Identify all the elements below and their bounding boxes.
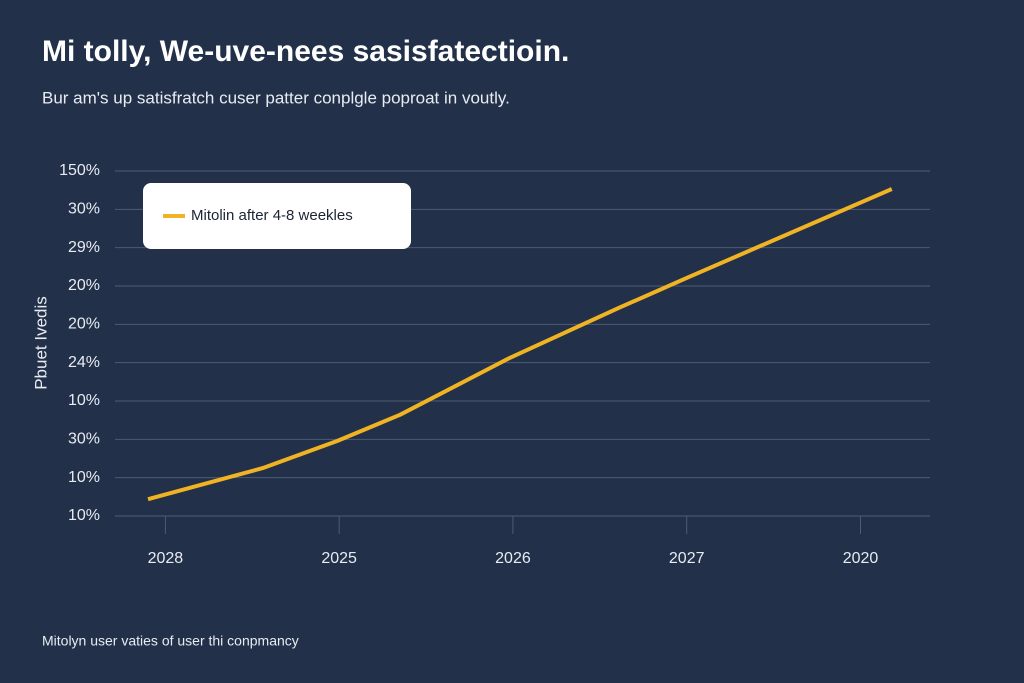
y-tick-label: 30% bbox=[68, 201, 100, 218]
x-tick-label: 2027 bbox=[669, 550, 705, 567]
y-tick-label: 10% bbox=[68, 469, 100, 486]
chart-title: Mi tolly, We-uve-nees sasisfatectioin. bbox=[42, 35, 569, 68]
data-line bbox=[147, 187, 893, 502]
y-tick-label: 10% bbox=[68, 507, 100, 524]
y-tick-label: 30% bbox=[68, 431, 100, 448]
y-tick-label: 20% bbox=[68, 316, 100, 333]
chart-subtitle: Bur am's up satisfratch cuser patter con… bbox=[42, 88, 510, 107]
y-tick-label: 150% bbox=[59, 162, 100, 179]
y-tick-label: 24% bbox=[68, 354, 100, 371]
x-tick-label: 2025 bbox=[321, 550, 357, 567]
x-tick-label: 2020 bbox=[843, 550, 879, 567]
footer: Mitolyn user vaties of user thi conpmanc… bbox=[42, 633, 299, 649]
legend-label: Mitolin after 4-8 weekles bbox=[191, 207, 353, 224]
legend-box bbox=[143, 183, 411, 249]
y-tick-label: 10% bbox=[68, 392, 100, 409]
x-tick-label: 2026 bbox=[495, 550, 531, 567]
x-tick-label: 2028 bbox=[148, 550, 184, 567]
y-axis-label: Pbuet Ivedis bbox=[31, 296, 50, 390]
y-tick-label: 29% bbox=[68, 239, 100, 256]
y-tick-label: 20% bbox=[68, 277, 100, 294]
